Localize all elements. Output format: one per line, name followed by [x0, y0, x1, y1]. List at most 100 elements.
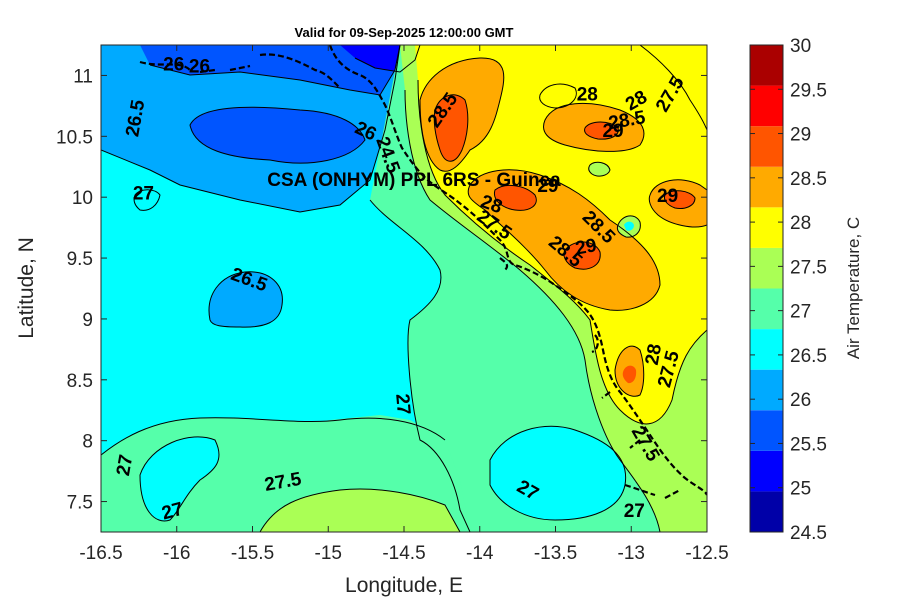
colorbar-tick-label: 29 [790, 125, 811, 146]
y-axis: 7.5 8 8.5 9 9.5 10 10.5 11 [56, 66, 707, 514]
colorbar-segment [750, 126, 783, 167]
colorbar-frame [749, 44, 784, 533]
colorbar-segment [750, 207, 783, 248]
contour-line-28.5-east [648, 179, 707, 228]
coastline [328, 45, 707, 496]
contour-line-28-pool-ne [539, 83, 577, 109]
colorbar-segment [750, 491, 783, 532]
colorbar-tick-label: 28 [790, 213, 811, 234]
contour-label: 26 [189, 57, 210, 78]
x-tick-label: -12.5 [685, 543, 728, 564]
contour-line-29-nw [433, 94, 469, 162]
fill-29-29.5-south [563, 241, 601, 270]
x-tick-label: -15.5 [231, 543, 274, 564]
contour-line-27.5-east [404, 89, 661, 532]
contour-label: 27 [133, 183, 154, 204]
colorbar-tick-label: 25.5 [790, 434, 827, 455]
x-tick-label: -13 [618, 543, 645, 564]
fill-29-29.5-northwest [434, 94, 468, 162]
contour-line-27-main [369, 199, 471, 532]
y-tick-label: 8 [82, 432, 93, 453]
contour-line-29-east [664, 190, 696, 209]
x-tick-label: -16 [163, 543, 190, 564]
colorbar-tick-label: 29.5 [790, 80, 827, 101]
colorbar-tick-label: 28.5 [790, 169, 827, 190]
fill-29-29.5-northeast [584, 122, 619, 140]
contour-line-29-south [563, 241, 601, 270]
fill-29-29.5-central [494, 185, 537, 211]
fill-26.5-27-south-west-pool [140, 436, 220, 521]
contour-line-29-ne [584, 121, 619, 140]
fill-27.5-28-southwest [260, 489, 460, 532]
colorbar-segment [750, 329, 783, 370]
contour-line-25.5-north [149, 45, 401, 96]
contour-label: 29 [574, 235, 598, 259]
y-tick-label: 9.5 [67, 249, 93, 270]
y-tick-label: 10.5 [56, 127, 93, 148]
fill-29-29.5-southmost [622, 365, 637, 384]
contour-line-27.5-pool-east [588, 161, 611, 177]
colorbar-tick-label: 26.5 [790, 346, 827, 367]
colorbar-segment [750, 288, 783, 330]
contour-label: 27 [391, 393, 414, 416]
contour-line-27.5-south [259, 488, 461, 532]
contour-line-29-central [493, 184, 537, 211]
contour-line-27.5-pool-center [616, 215, 641, 238]
y-tick-label: 10 [72, 188, 93, 209]
contour-line-26-west [189, 106, 366, 164]
colorbar-segment [750, 450, 783, 492]
fill-26-26.5-island [209, 271, 283, 328]
x-tick-label: -15 [315, 543, 342, 564]
contour-line-27-west-coast [133, 189, 161, 211]
fill-27.5-28-pool-east [588, 162, 610, 177]
map-plot-area [101, 45, 707, 532]
contour-label: 29 [602, 121, 623, 142]
colorbar-segment [750, 410, 783, 451]
colorbar: 24.5 25 25.5 26 26.5 27 27.5 28 28.5 29 29.5 30 [749, 36, 827, 544]
coastline-islands [139, 53, 681, 499]
x-tick-label: -13.5 [534, 543, 577, 564]
contour-line-28.5-ne [543, 102, 645, 152]
colorbar-segment [750, 369, 783, 411]
colorbar-segment [750, 45, 783, 86]
x-tick-label: -16.5 [79, 543, 122, 564]
contour-line-28.5-central [467, 169, 661, 311]
contour-label: 28 [642, 342, 666, 366]
colorbar-tick-label: 27.5 [790, 257, 827, 278]
contour-label: 29 [537, 176, 558, 197]
figure-title: Valid for 09-Sep-2025 12:00:00 GMT [295, 25, 514, 40]
site-annotation: CSA (ONHYM) PPL 6RS - Guinea [267, 170, 561, 191]
x-axis: -16.5 -16 -15.5 -15 -14.5 -14 -13.5 -13 -12.5 [79, 45, 729, 564]
contour-label: 29 [657, 186, 678, 207]
contour-line-26.5-island [208, 271, 283, 328]
fill-28-28.5-pool [590, 180, 615, 196]
contour-line-27-southwest [101, 417, 446, 456]
y-tick-label: 8.5 [67, 371, 93, 392]
fill-25.5-26-west [190, 107, 365, 164]
contour-label: 27 [624, 501, 645, 522]
colorbar-tick-label: 26 [790, 390, 811, 411]
fill-26.5-27-southeast-pool [490, 426, 626, 520]
contour-line-28.5-nw [419, 57, 505, 172]
y-tick-label: 11 [73, 66, 93, 87]
x-tick-label: -14 [466, 543, 494, 564]
colorbar-segment [750, 247, 783, 289]
fill-28-28.5-pool-ne [539, 84, 577, 108]
x-axis-label: Longitude, E [345, 574, 463, 597]
contour-label: 28 [577, 85, 598, 106]
x-tick-label: -14.5 [382, 543, 425, 564]
contour-line-28.5-south [614, 345, 645, 397]
colorbar-tick-label: 30 [790, 36, 811, 57]
contour-label: 27 [113, 453, 137, 477]
contour-label: 26 [163, 54, 184, 75]
contour-line-26.5-northwest [101, 45, 401, 213]
y-tick-label: 9 [82, 310, 93, 331]
fill-29-29.5-east [664, 190, 695, 209]
y-axis-label: Latitude, N [15, 237, 38, 339]
colorbar-tick-label: 24.5 [790, 523, 827, 544]
contour-line-27.5-north-east-edge [639, 45, 707, 131]
colorbar-tick-label: 27 [790, 302, 811, 323]
contour-line-27-pool-sw [139, 436, 220, 522]
colorbar-segment [750, 85, 783, 127]
